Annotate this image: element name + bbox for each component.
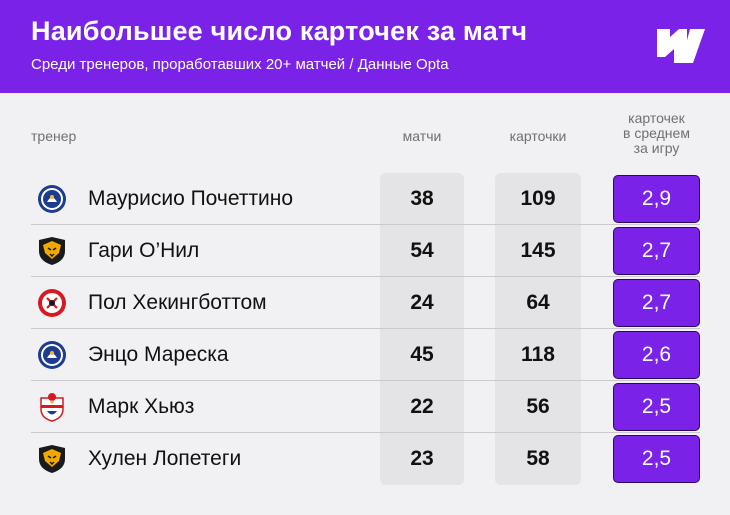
table-row: Пол Хекингботтом 24 64 2,7 <box>31 277 700 329</box>
coach-name: Энцо Мареска <box>88 343 229 366</box>
cards-value: 58 <box>526 447 550 470</box>
coach-name: Гари О’Нил <box>88 239 200 262</box>
column-header-average: карточек в среднем за игру <box>613 111 700 156</box>
matches-value: 54 <box>410 239 434 262</box>
cards-column-panel <box>495 173 581 485</box>
coach-table: Маурисио Почеттино 38 109 2,9 Гари О’Нил… <box>31 173 700 485</box>
table-row: Маурисио Почеттино 38 109 2,9 <box>31 173 700 225</box>
wolves-crest-icon <box>37 236 67 266</box>
matches-value: 24 <box>410 291 434 314</box>
cards-value: 64 <box>526 291 550 314</box>
column-header-average-line1: карточек <box>628 110 685 126</box>
matches-value: 23 <box>410 447 434 470</box>
column-header-matches: матчи <box>402 128 442 144</box>
matches-column-panel <box>380 173 464 485</box>
cards-value: 56 <box>526 395 550 418</box>
coach-name: Пол Хекингботтом <box>88 291 267 314</box>
cards-value: 145 <box>520 239 556 262</box>
average-cards-badge: 2,7 <box>613 227 700 275</box>
column-header-average-line2: в среднем <box>623 125 690 141</box>
column-header-cards: карточки <box>509 128 567 144</box>
brand-logo-icon <box>657 29 705 63</box>
page-subtitle: Среди тренеров, проработавших 20+ матчей… <box>31 56 449 73</box>
matches-value: 38 <box>410 187 434 210</box>
wolves-crest-icon <box>37 444 67 474</box>
chelsea-crest-icon <box>37 184 67 214</box>
coach-name: Марк Хьюз <box>88 395 195 418</box>
table-row: Энцо Мареска 45 118 2,6 <box>31 329 700 381</box>
average-cards-badge: 2,9 <box>613 175 700 223</box>
column-header-coach: тренер <box>31 128 77 144</box>
header-banner: Наибольшее число карточек за матч Среди … <box>0 0 730 93</box>
cards-value: 118 <box>521 343 555 366</box>
matches-value: 22 <box>410 395 434 418</box>
page-title: Наибольшее число карточек за матч <box>31 16 528 46</box>
average-cards-badge: 2,5 <box>613 383 700 431</box>
average-cards-badge: 2,5 <box>613 435 700 483</box>
matches-value: 45 <box>410 343 434 366</box>
chelsea-crest-icon <box>37 340 67 370</box>
sheffield-united-crest-icon <box>37 288 67 318</box>
table-row: Гари О’Нил 54 145 2,7 <box>31 225 700 277</box>
coach-name: Хулен Лопетеги <box>88 447 242 470</box>
southampton-crest-icon <box>37 392 67 422</box>
table-row: Марк Хьюз 22 56 2,5 <box>31 381 700 433</box>
coach-name: Маурисио Почеттино <box>88 187 294 210</box>
average-cards-badge: 2,7 <box>613 279 700 327</box>
cards-value: 109 <box>520 187 556 210</box>
average-cards-badge: 2,6 <box>613 331 700 379</box>
column-header-average-line3: за игру <box>633 140 680 156</box>
table-row: Хулен Лопетеги 23 58 2,5 <box>31 433 700 485</box>
